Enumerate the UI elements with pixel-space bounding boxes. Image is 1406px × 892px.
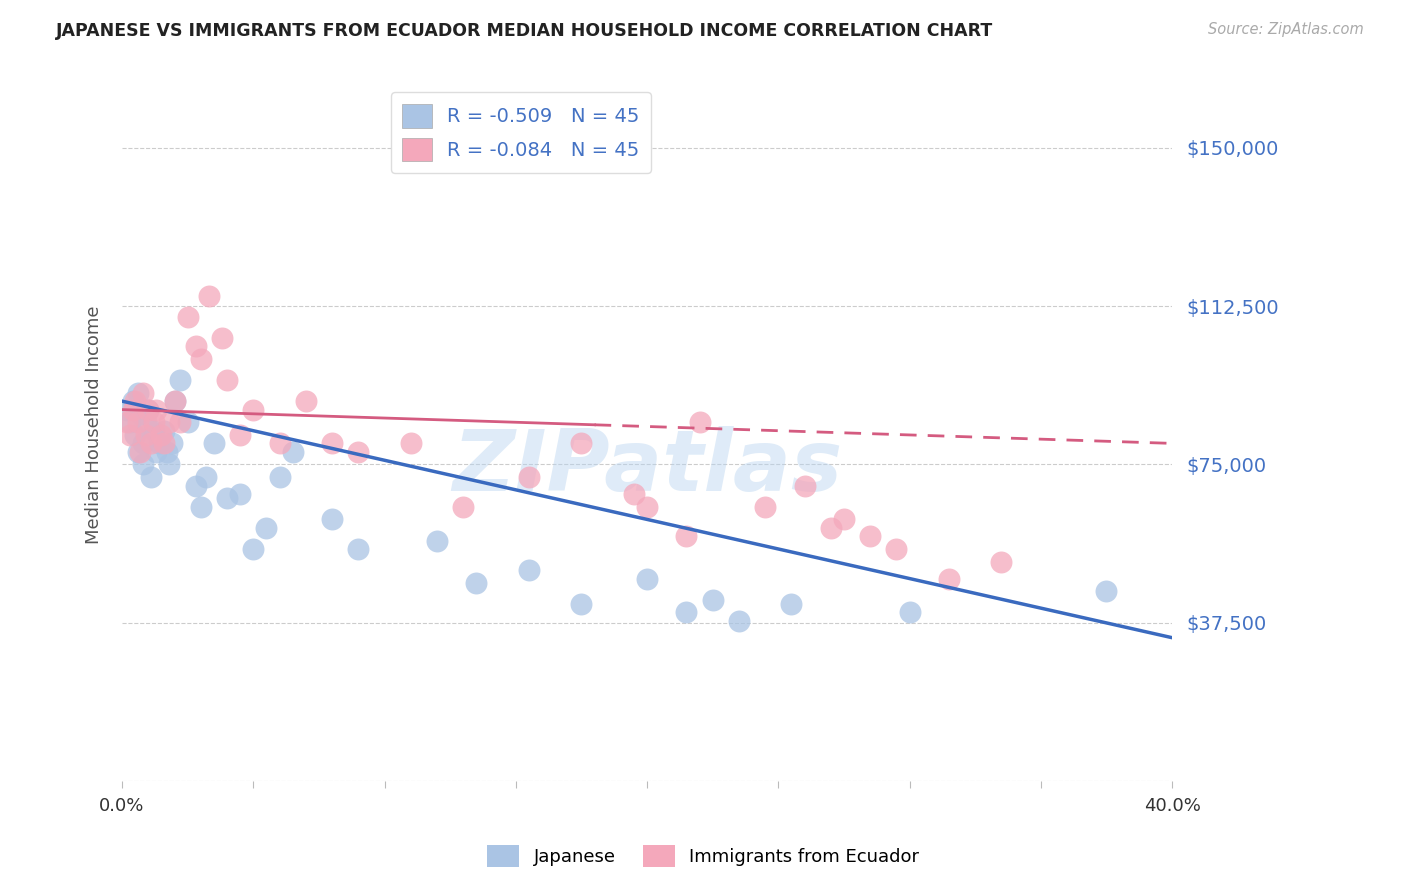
Point bbox=[118, 415, 141, 429]
Point bbox=[517, 563, 540, 577]
Point bbox=[139, 436, 162, 450]
Point bbox=[136, 402, 159, 417]
Point bbox=[702, 592, 724, 607]
Point bbox=[132, 458, 155, 472]
Point bbox=[121, 394, 143, 409]
Point bbox=[465, 575, 488, 590]
Point bbox=[229, 487, 252, 501]
Point bbox=[135, 415, 157, 429]
Point bbox=[153, 436, 176, 450]
Legend: R = -0.509   N = 45, R = -0.084   N = 45: R = -0.509 N = 45, R = -0.084 N = 45 bbox=[391, 93, 651, 173]
Point bbox=[886, 541, 908, 556]
Point bbox=[623, 487, 645, 501]
Point bbox=[202, 436, 225, 450]
Point bbox=[347, 541, 370, 556]
Point bbox=[156, 445, 179, 459]
Point bbox=[399, 436, 422, 450]
Point bbox=[190, 500, 212, 514]
Point bbox=[145, 445, 167, 459]
Text: JAPANESE VS IMMIGRANTS FROM ECUADOR MEDIAN HOUSEHOLD INCOME CORRELATION CHART: JAPANESE VS IMMIGRANTS FROM ECUADOR MEDI… bbox=[56, 22, 994, 40]
Point bbox=[321, 512, 343, 526]
Point bbox=[254, 521, 277, 535]
Point bbox=[142, 415, 165, 429]
Point bbox=[269, 470, 291, 484]
Text: Source: ZipAtlas.com: Source: ZipAtlas.com bbox=[1208, 22, 1364, 37]
Point bbox=[117, 402, 139, 417]
Point bbox=[820, 521, 842, 535]
Point bbox=[294, 394, 316, 409]
Point bbox=[124, 394, 146, 409]
Point bbox=[129, 445, 152, 459]
Point bbox=[793, 478, 815, 492]
Point bbox=[163, 394, 186, 409]
Point bbox=[281, 445, 304, 459]
Point bbox=[990, 555, 1012, 569]
Point bbox=[127, 385, 149, 400]
Point bbox=[127, 445, 149, 459]
Point bbox=[689, 415, 711, 429]
Legend: Japanese, Immigrants from Ecuador: Japanese, Immigrants from Ecuador bbox=[479, 838, 927, 874]
Point bbox=[163, 394, 186, 409]
Point bbox=[636, 572, 658, 586]
Point bbox=[197, 288, 219, 302]
Point bbox=[728, 614, 751, 628]
Point bbox=[215, 491, 238, 506]
Point bbox=[132, 436, 155, 450]
Point bbox=[675, 605, 697, 619]
Point bbox=[517, 470, 540, 484]
Point bbox=[169, 415, 191, 429]
Point bbox=[347, 445, 370, 459]
Point bbox=[127, 415, 149, 429]
Point bbox=[136, 402, 159, 417]
Point bbox=[184, 339, 207, 353]
Point bbox=[176, 415, 198, 429]
Point bbox=[160, 436, 183, 450]
Point bbox=[938, 572, 960, 586]
Point bbox=[135, 428, 157, 442]
Point bbox=[145, 402, 167, 417]
Point bbox=[190, 351, 212, 366]
Point bbox=[148, 436, 170, 450]
Point bbox=[117, 415, 139, 429]
Point bbox=[242, 541, 264, 556]
Point bbox=[215, 373, 238, 387]
Point bbox=[129, 407, 152, 421]
Point bbox=[195, 470, 218, 484]
Point bbox=[142, 424, 165, 438]
Point bbox=[453, 500, 475, 514]
Point bbox=[150, 428, 173, 442]
Point bbox=[242, 402, 264, 417]
Point bbox=[169, 373, 191, 387]
Point bbox=[321, 436, 343, 450]
Point bbox=[1095, 584, 1118, 599]
Point bbox=[229, 428, 252, 442]
Point bbox=[832, 512, 855, 526]
Point bbox=[153, 424, 176, 438]
Point bbox=[118, 428, 141, 442]
Point bbox=[859, 529, 882, 543]
Point bbox=[121, 402, 143, 417]
Point bbox=[211, 331, 233, 345]
Point bbox=[139, 470, 162, 484]
Point bbox=[426, 533, 449, 548]
Point bbox=[269, 436, 291, 450]
Point bbox=[571, 436, 593, 450]
Point bbox=[176, 310, 198, 324]
Y-axis label: Median Household Income: Median Household Income bbox=[86, 306, 103, 544]
Point bbox=[898, 605, 921, 619]
Point bbox=[184, 478, 207, 492]
Point bbox=[157, 415, 180, 429]
Text: ZIPatlas: ZIPatlas bbox=[451, 426, 842, 509]
Point bbox=[157, 458, 180, 472]
Point bbox=[780, 597, 803, 611]
Point bbox=[636, 500, 658, 514]
Point bbox=[754, 500, 776, 514]
Point bbox=[132, 385, 155, 400]
Point bbox=[571, 597, 593, 611]
Point bbox=[124, 428, 146, 442]
Point bbox=[675, 529, 697, 543]
